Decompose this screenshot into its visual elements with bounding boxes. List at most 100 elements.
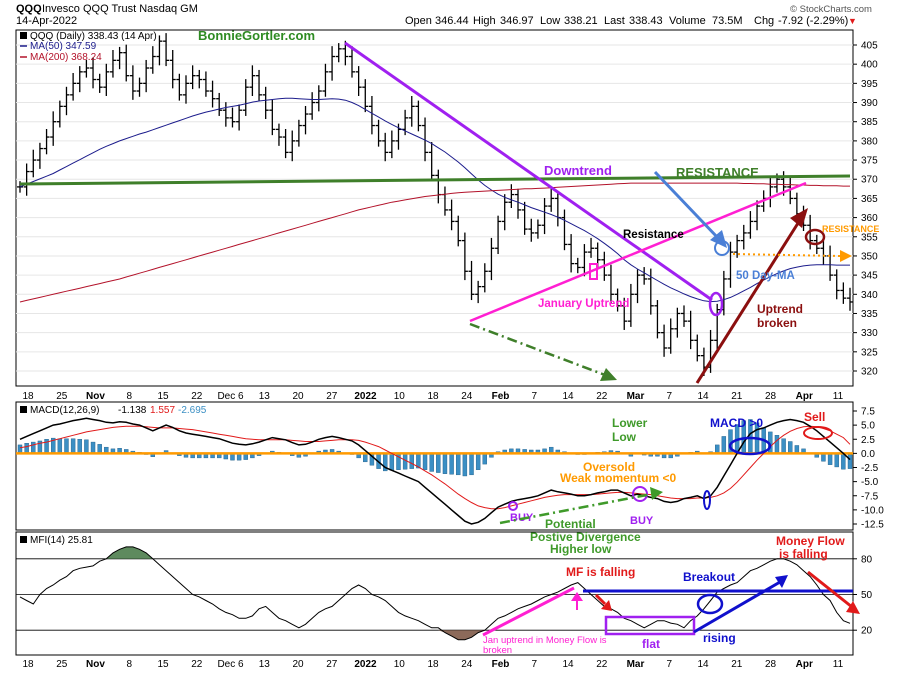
price-tick-label: 335 (861, 309, 878, 320)
price-tick-label: 395 (861, 79, 878, 90)
x-tick-label-bottom: 22 (191, 659, 203, 670)
mf-up-arrow-icon (571, 592, 583, 601)
x-tick-label-top: 24 (461, 391, 473, 402)
annotation-potential-3: Higher low (550, 542, 612, 556)
ma50-arrow-head-icon (710, 230, 727, 248)
macd-histogram-bar (788, 441, 793, 454)
macd-histogram-bar (70, 438, 76, 454)
price-tick-label: 405 (861, 41, 878, 52)
macd-histogram-bar (834, 453, 839, 468)
annotation-flat: flat (642, 637, 660, 651)
macd-histogram-bar (84, 439, 89, 454)
macd-histogram-bar (389, 453, 395, 471)
macd-histogram-bar (363, 453, 368, 463)
annotation-resistance-mid: Resistance (623, 229, 684, 241)
ma200-legend-label: MA(200) 368.24 (30, 52, 102, 63)
x-tick-label-top: 18 (22, 391, 34, 402)
x-axis-top: 18 25 Nov 8 15 22 Dec 6 13 20 27 2022 10 18 24 Feb 7 14 2… (22, 391, 843, 402)
macd-buy-circle-1 (508, 501, 518, 511)
chg-down-icon: ▼ (848, 16, 857, 26)
x-tick-label-bottom: 15 (157, 659, 169, 670)
macd-annotations: Lower Low MACD >0 Sell Oversold Weak mom… (499, 410, 833, 556)
macd-tick-label: -12.5 (861, 520, 884, 531)
resistance-line (19, 174, 851, 186)
mfi-annotations: MF is falling Breakout Money Flow is fal… (482, 534, 860, 656)
chart-date: 14-Apr-2022 (16, 15, 77, 27)
annotation-buy-2: BUY (630, 515, 654, 527)
annotation-rising: rising (703, 631, 736, 645)
low-value: 338.21 (564, 15, 598, 27)
x-tick-label-bottom: 7 (666, 659, 672, 670)
macd-histogram-bar (827, 453, 833, 465)
price-tick-label: 355 (861, 232, 878, 243)
annotation-uptrend-broken-1: Uptrend (757, 302, 803, 316)
open-label: Open (405, 15, 432, 27)
annotation-lower-low-1: Lower (612, 416, 648, 430)
price-legend: QQQ (Daily) 338.43 (14 Apr) MA(50) 347.5… (20, 28, 315, 63)
macd-sell-circle (803, 426, 833, 440)
macd-histogram-bar (31, 441, 36, 454)
annotation-breakout: Breakout (683, 570, 735, 584)
mfi-y-axis: 80 50 20 (853, 554, 873, 637)
downtrend-line (344, 41, 713, 302)
annotation-lower-low-2: Low (612, 430, 637, 444)
mf-falling-arrow-icon (601, 600, 612, 611)
mf-falling-arrow-line (594, 593, 607, 606)
x-tick-label-top: 25 (56, 391, 68, 402)
ma50-arrow-line (653, 170, 720, 240)
annotation-resistance-right: RESISTANCE (822, 224, 879, 234)
x-tick-label-bottom: 18 (427, 659, 439, 670)
x-tick-label-bottom: 13 (259, 659, 271, 670)
macd-tick-label: 0.0 (861, 449, 875, 460)
macd-histogram-bar (90, 441, 96, 454)
price-tick-label: 340 (861, 290, 878, 301)
macd-legend: MACD(12,26,9) -1.138 1.557 -2.695 (20, 405, 207, 416)
macd-legend-v1: -1.138 (118, 405, 147, 416)
high-value: 346.97 (500, 15, 534, 27)
volume-value: 73.5M (712, 15, 743, 27)
price-panel-frame (15, 29, 854, 387)
macd-histogram-bar (475, 453, 481, 470)
annotation-money-flow-1: Money Flow (776, 534, 845, 548)
macd-histogram-bar (469, 453, 474, 476)
macd-histogram-bar (429, 453, 434, 472)
price-tick-label: 320 (861, 367, 878, 378)
x-tick-label-bottom: Dec 6 (217, 659, 244, 670)
macd-histogram-bar (422, 453, 428, 470)
macd-histogram-bar (456, 453, 461, 476)
mf-rising-arrow-icon (775, 575, 788, 588)
x-tick-label-top: 8 (126, 391, 132, 402)
price-tick-label: 390 (861, 98, 878, 109)
x-tick-label-top: 27 (326, 391, 338, 402)
x-tick-label-bottom: 14 (562, 659, 574, 670)
x-tick-label-bottom: 24 (461, 659, 473, 670)
macd-histogram-bar (847, 453, 853, 469)
macd-y-axis: 7.5 5.0 2.5 0.0 -2.5 -5.0 -7.5 -10.0 -12.5 (853, 407, 884, 531)
macd-histogram-bar (721, 436, 727, 454)
macd-histogram-bar (781, 438, 786, 454)
x-tick-label-top: 7 (531, 391, 537, 402)
x-tick-label-bottom: Mar (627, 659, 645, 670)
x-tick-label-top: Mar (627, 391, 645, 402)
last-value: 338.43 (629, 15, 663, 27)
macd-tick-label: -7.5 (861, 491, 879, 502)
macd-histogram-bar (77, 439, 82, 454)
macd-histogram-bar (436, 453, 441, 473)
macd-crossover-circle (703, 490, 711, 510)
macd-tick-label: -5.0 (861, 477, 879, 488)
x-tick-label-bottom: Apr (796, 659, 813, 670)
mfi-legend-label: MFI(14) 25.81 (30, 535, 93, 546)
macd-histogram-bar (57, 438, 63, 454)
x-tick-label-top: Feb (492, 391, 510, 402)
mfi-tick-label: 20 (861, 626, 873, 637)
mfi-panel-frame (15, 531, 854, 656)
price-y-axis: 405 400 395 390 385 380 375 370 365 360 355 350 345 3… (853, 41, 878, 378)
mf-flat-box (604, 615, 696, 636)
annotation-potential-1: Potential (545, 517, 596, 531)
x-tick-label-top: Nov (86, 391, 105, 402)
open-value: 346.44 (435, 15, 469, 27)
annotation-downtrend: Downtrend (544, 163, 612, 178)
x-tick-label-bottom: Nov (86, 659, 105, 670)
mfi-tick-label: 50 (861, 590, 873, 601)
